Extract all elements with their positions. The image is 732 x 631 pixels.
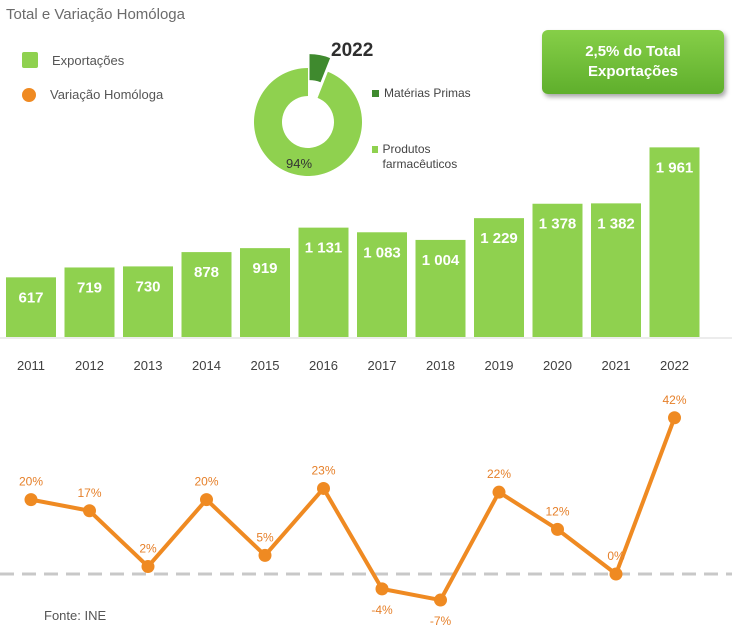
- donut-year: 2022: [331, 40, 374, 61]
- donut-legend-products-label: Produtos farmacêuticos: [382, 142, 458, 171]
- bar-2017: [357, 232, 407, 337]
- year-tick-2021: 2021: [602, 358, 631, 373]
- year-tick-2017: 2017: [368, 358, 397, 373]
- line-label-2019: 22%: [487, 467, 511, 481]
- year-tick-2014: 2014: [192, 358, 221, 373]
- donut-legend-products: Produtos farmacêuticos: [372, 142, 482, 172]
- bar-label-2013: 730: [135, 278, 160, 295]
- line-label-2015: 5%: [256, 530, 274, 544]
- line-point-2018: [434, 593, 447, 607]
- legend-variation-label: Variação Homóloga: [50, 87, 164, 102]
- line-label-2017: -4%: [371, 603, 393, 617]
- line-point-2017: [375, 582, 389, 596]
- year-axis: 2011 2012 2013 2014 2015 2016 2017 2018 2019 2020…: [17, 358, 689, 373]
- legend-exports: Exportações: [22, 52, 124, 68]
- bar-label-2018: 1 004: [422, 252, 460, 269]
- bar-label-2014: 878: [194, 264, 219, 281]
- line-point-2013: [141, 560, 155, 574]
- bar-2022: [649, 147, 700, 337]
- bar-label-2012: 719: [77, 279, 102, 296]
- line-label-2022: 42%: [662, 393, 686, 407]
- bar-label-2020: 1 378: [539, 216, 577, 233]
- year-tick-2012: 2012: [75, 358, 104, 373]
- bar-chart: 617 719 730 878 919 1 131 1 083 1 004 1 229 1 378…: [6, 147, 700, 337]
- year-tick-2015: 2015: [251, 358, 280, 373]
- donut-legend-products-swatch: [372, 146, 378, 153]
- year-tick-2018: 2018: [426, 358, 455, 373]
- bar-label-2016: 1 131: [305, 240, 343, 257]
- variation-line: [30, 417, 677, 603]
- donut-chart: [254, 54, 362, 176]
- line-label-2014: 20%: [194, 475, 218, 489]
- bar-2019: [474, 218, 524, 337]
- year-tick-2013: 2013: [134, 358, 163, 373]
- share-badge: 2,5% do Total Exportações: [542, 30, 724, 94]
- line-point-2021: [609, 567, 623, 581]
- bar-2020: [532, 203, 583, 337]
- bar-label-2021: 1 382: [597, 215, 635, 232]
- chart-title: Total e Variação Homóloga: [6, 6, 185, 23]
- source-note: Fonte: INE: [44, 608, 107, 623]
- donut-legend-raw-swatch: [372, 90, 379, 97]
- line-point-2016: [317, 481, 330, 495]
- bar-2013: [123, 266, 173, 337]
- line-label-2012: 17%: [77, 486, 101, 500]
- bar-label-2019: 1 229: [480, 230, 518, 247]
- bar-2021: [591, 203, 641, 337]
- line-label-2020: 12%: [545, 504, 569, 518]
- donut-slice-products: [254, 68, 362, 176]
- bar-label-2017: 1 083: [363, 244, 401, 261]
- line-chart: 20% 17% 2% 20% 5% 23% -4% -7% 22% 12% 0% 42%: [19, 393, 687, 628]
- bar-2014: [181, 252, 232, 337]
- line-label-2018: -7%: [430, 614, 452, 628]
- bar-2018: [415, 239, 466, 337]
- line-point-2020: [551, 522, 564, 536]
- legend-variation: Variação Homóloga: [22, 87, 163, 102]
- year-tick-2016: 2016: [309, 358, 338, 373]
- line-point-2019: [492, 485, 506, 499]
- bar-label-2011: 617: [18, 289, 43, 306]
- donut-percent-label: 94%: [286, 156, 313, 171]
- line-point-2015: [258, 548, 272, 562]
- line-point-2011: [24, 493, 38, 507]
- bar-2016: [298, 227, 349, 337]
- year-tick-2019: 2019: [485, 358, 514, 373]
- legend-exports-swatch: [22, 52, 38, 68]
- bar-label-2015: 919: [252, 260, 277, 277]
- year-tick-2011: 2011: [17, 358, 45, 373]
- legend-exports-label: Exportações: [52, 52, 125, 68]
- line-label-2011: 20%: [19, 475, 43, 489]
- donut-legend-raw-label: Matérias Primas: [384, 86, 471, 100]
- badge-line-1: 2,5% do Total: [585, 43, 681, 60]
- line-label-2013: 2%: [139, 542, 157, 556]
- line-point-2012: [83, 504, 96, 518]
- line-point-2022: [668, 411, 681, 425]
- line-point-2014: [200, 493, 213, 507]
- year-tick-2022: 2022: [660, 358, 689, 373]
- donut-legend-raw-materials: Matérias Primas: [372, 86, 471, 100]
- year-tick-2020: 2020: [543, 358, 572, 373]
- bar-2015: [240, 248, 290, 337]
- bar-label-2022: 1 961: [656, 159, 694, 176]
- line-label-2016: 23%: [311, 463, 335, 477]
- line-label-2021: 0%: [607, 549, 625, 563]
- legend-variation-swatch: [22, 87, 36, 102]
- bar-2011: [6, 277, 56, 337]
- badge-line-2: Exportações: [587, 63, 679, 80]
- donut-slice-raw-materials: [309, 54, 331, 83]
- bar-2012: [64, 267, 115, 337]
